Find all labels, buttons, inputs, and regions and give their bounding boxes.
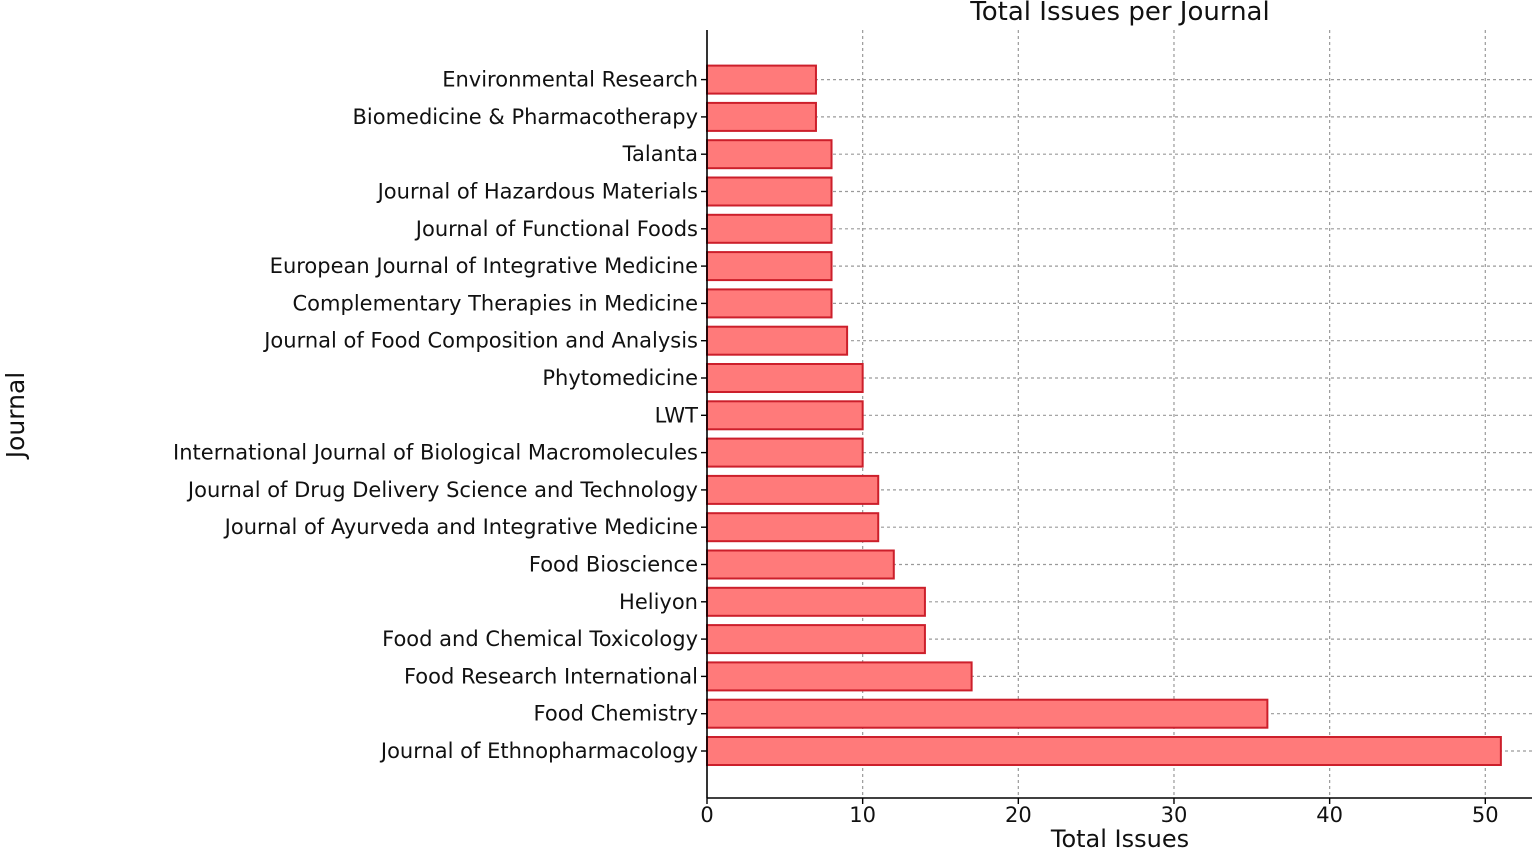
- y-tick-label: Journal of Functional Foods: [414, 217, 698, 241]
- y-tick-label: Phytomedicine: [542, 366, 698, 390]
- x-tick-label: 50: [1472, 803, 1499, 827]
- y-tick-label: European Journal of Integrative Medicine: [270, 254, 698, 278]
- y-tick-label: Complementary Therapies in Medicine: [293, 291, 698, 315]
- bar: [706, 64, 817, 95]
- y-tick-label: Food and Chemical Toxicology: [382, 627, 698, 651]
- bar: [706, 213, 833, 244]
- y-tick-label: Environmental Research: [442, 68, 698, 92]
- bar: [706, 474, 880, 505]
- bar: [706, 176, 833, 207]
- y-tick-label: Journal of Ayurveda and Integrative Medi…: [223, 515, 698, 539]
- y-tick-label: Food Research International: [404, 664, 698, 688]
- bar: [706, 400, 864, 431]
- x-tick-label: 40: [1316, 803, 1343, 827]
- y-tick-label: Biomedicine & Pharmacotherapy: [352, 105, 698, 129]
- bar: [706, 437, 864, 468]
- y-tick-label: International Journal of Biological Macr…: [173, 441, 698, 465]
- bar: [706, 549, 895, 580]
- chart-title: Total Issues per Journal: [969, 0, 1269, 27]
- axes: [706, 30, 1532, 799]
- bar: [706, 363, 864, 393]
- x-tick-labels: 0 10 20 30 40 50: [700, 798, 1499, 827]
- y-tick-label: Food Bioscience: [529, 553, 698, 577]
- bar: [706, 736, 1502, 766]
- y-tick-label: Journal of Ethnopharmacology: [379, 739, 698, 763]
- x-tick-label: 10: [849, 803, 876, 827]
- y-tick-label: Talanta: [622, 142, 698, 166]
- y-tick-label: LWT: [655, 403, 699, 427]
- bar: [706, 586, 926, 617]
- x-tick-label: 0: [700, 803, 713, 827]
- bar: [706, 512, 880, 543]
- x-tick-label: 20: [1005, 803, 1032, 827]
- x-axis-title: Total Issues: [1050, 825, 1189, 852]
- y-tick-label: Food Chemistry: [534, 702, 698, 726]
- bar: [706, 139, 833, 170]
- x-tick-label: 30: [1161, 803, 1188, 827]
- y-axis-title: Journal: [1, 372, 30, 460]
- bar: [706, 101, 817, 132]
- bar: [706, 325, 849, 356]
- y-tick-label: Journal of Drug Delivery Science and Tec…: [186, 478, 698, 502]
- bar: [706, 624, 926, 655]
- bars: [706, 64, 1502, 766]
- y-tick-label: Journal of Hazardous Materials: [376, 180, 698, 204]
- y-tick-labels: Journal of Ethnopharmacology Food Chemist…: [173, 68, 707, 763]
- bar: [706, 661, 973, 692]
- bar: [706, 288, 833, 319]
- bar: [706, 698, 1269, 729]
- y-tick-label: Journal of Food Composition and Analysis: [262, 329, 698, 353]
- y-tick-label: Heliyon: [619, 590, 698, 614]
- bar: [706, 251, 833, 282]
